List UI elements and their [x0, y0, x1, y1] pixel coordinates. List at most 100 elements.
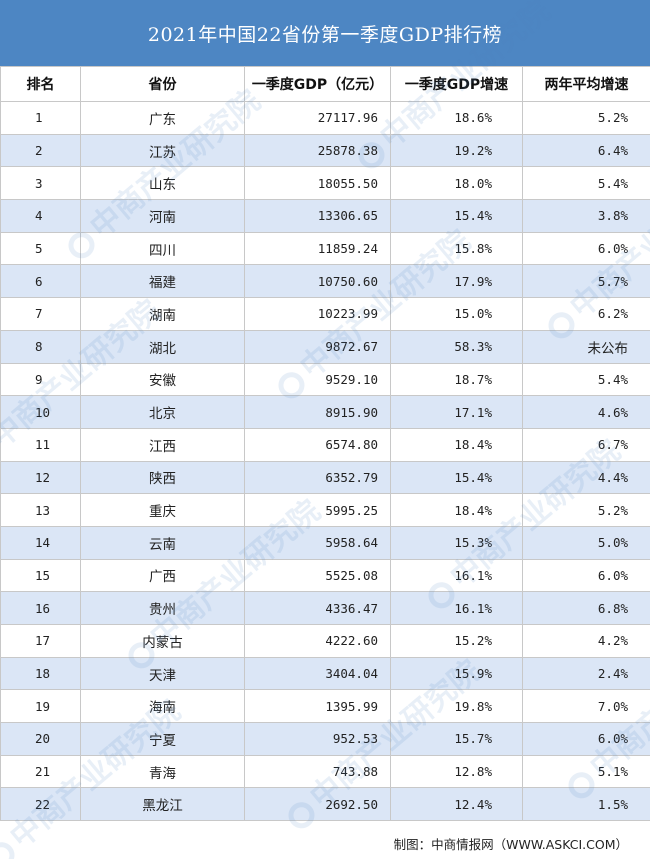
cell-rank: 9 [0, 362, 81, 397]
table-row: 13 重庆 5995.25 18.4% 5.2% [0, 493, 650, 527]
cell-two-year-avg: 2.4% [522, 656, 650, 691]
cell-rank: 4 [0, 199, 81, 233]
col-header-two-year-avg: 两年平均增速 [522, 66, 650, 102]
col-header-q1-gdp: 一季度GDP（亿元） [244, 66, 391, 102]
cell-province: 福建 [80, 264, 245, 299]
cell-rank: 19 [0, 689, 81, 724]
col-header-q1-growth: 一季度GDP增速 [390, 66, 523, 102]
cell-province: 江西 [80, 427, 245, 462]
table-row: 7 湖南 10223.99 15.0% 6.2% [0, 297, 650, 331]
cell-province: 青海 [80, 754, 245, 789]
cell-q1-growth: 15.3% [390, 525, 523, 560]
cell-q1-gdp: 5995.25 [244, 493, 391, 527]
cell-rank: 13 [0, 493, 81, 527]
cell-province: 广东 [80, 101, 245, 135]
cell-q1-growth: 15.2% [390, 624, 523, 658]
cell-two-year-avg: 4.4% [522, 460, 650, 495]
cell-q1-growth: 17.1% [390, 395, 523, 429]
source-credit: 制图：中商情报网（WWW.ASKCI.COM） [393, 836, 628, 852]
cell-province: 江苏 [80, 133, 245, 168]
cell-q1-gdp: 4222.60 [244, 624, 391, 658]
cell-q1-gdp: 9872.67 [244, 329, 391, 364]
cell-q1-growth: 15.7% [390, 722, 523, 756]
cell-two-year-avg: 6.0% [522, 558, 650, 593]
cell-q1-growth: 16.1% [390, 558, 523, 593]
cell-q1-gdp: 27117.96 [244, 101, 391, 135]
cell-two-year-avg: 5.7% [522, 264, 650, 299]
cell-q1-gdp: 10223.99 [244, 297, 391, 331]
cell-q1-gdp: 18055.50 [244, 166, 391, 201]
table-row: 4 河南 13306.65 15.4% 3.8% [0, 199, 650, 233]
cell-q1-gdp: 11859.24 [244, 231, 391, 266]
cell-q1-growth: 15.8% [390, 231, 523, 266]
cell-province: 河南 [80, 199, 245, 233]
cell-province: 重庆 [80, 493, 245, 527]
table-row: 22 黑龙江 2692.50 12.4% 1.5% [0, 787, 650, 822]
cell-province: 陕西 [80, 460, 245, 495]
table-title: 2021年中国22省份第一季度GDP排行榜 [0, 0, 650, 66]
cell-q1-gdp: 743.88 [244, 754, 391, 789]
cell-rank: 1 [0, 101, 81, 135]
cell-province: 广西 [80, 558, 245, 593]
cell-rank: 6 [0, 264, 81, 299]
cell-rank: 2 [0, 133, 81, 168]
cell-province: 内蒙古 [80, 624, 245, 658]
cell-q1-growth: 18.7% [390, 362, 523, 397]
table-row: 15 广西 5525.08 16.1% 6.0% [0, 558, 650, 593]
cell-q1-growth: 19.8% [390, 689, 523, 724]
cell-two-year-avg: 4.2% [522, 624, 650, 658]
cell-province: 云南 [80, 525, 245, 560]
cell-two-year-avg: 未公布 [522, 329, 650, 364]
cell-province: 山东 [80, 166, 245, 201]
cell-province: 北京 [80, 395, 245, 429]
table-body: 1 广东 27117.96 18.6% 5.2% 2 江苏 25878.38 19.2% 6.4%… [0, 101, 650, 822]
table-row: 10 北京 8915.90 17.1% 4.6% [0, 395, 650, 429]
table-row: 20 宁夏 952.53 15.7% 6.0% [0, 722, 650, 756]
cell-rank: 14 [0, 525, 81, 560]
table-row: 6 福建 10750.60 17.9% 5.7% [0, 264, 650, 299]
table-row: 5 四川 11859.24 15.8% 6.0% [0, 231, 650, 266]
cell-q1-growth: 17.9% [390, 264, 523, 299]
cell-two-year-avg: 5.2% [522, 101, 650, 135]
cell-province: 天津 [80, 656, 245, 691]
cell-province: 黑龙江 [80, 787, 245, 822]
cell-q1-growth: 12.4% [390, 787, 523, 822]
cell-q1-gdp: 6574.80 [244, 427, 391, 462]
cell-q1-growth: 18.4% [390, 427, 523, 462]
cell-rank: 11 [0, 427, 81, 462]
cell-two-year-avg: 4.6% [522, 395, 650, 429]
cell-rank: 20 [0, 722, 81, 756]
cell-two-year-avg: 6.2% [522, 297, 650, 331]
table-row: 9 安徽 9529.10 18.7% 5.4% [0, 362, 650, 397]
cell-q1-growth: 18.0% [390, 166, 523, 201]
cell-rank: 16 [0, 591, 81, 625]
cell-two-year-avg: 5.2% [522, 493, 650, 527]
table-row: 18 天津 3404.04 15.9% 2.4% [0, 656, 650, 691]
cell-province: 贵州 [80, 591, 245, 625]
table-row: 2 江苏 25878.38 19.2% 6.4% [0, 133, 650, 168]
cell-rank: 8 [0, 329, 81, 364]
cell-rank: 3 [0, 166, 81, 201]
table-row: 19 海南 1395.99 19.8% 7.0% [0, 689, 650, 724]
cell-q1-gdp: 25878.38 [244, 133, 391, 168]
cell-rank: 22 [0, 787, 81, 822]
cell-q1-growth: 15.9% [390, 656, 523, 691]
cell-two-year-avg: 7.0% [522, 689, 650, 724]
cell-rank: 5 [0, 231, 81, 266]
table-row: 8 湖北 9872.67 58.3% 未公布 [0, 329, 650, 364]
cell-province: 湖北 [80, 329, 245, 364]
cell-q1-gdp: 8915.90 [244, 395, 391, 429]
cell-rank: 10 [0, 395, 81, 429]
col-header-province: 省份 [80, 66, 245, 102]
cell-province: 湖南 [80, 297, 245, 331]
cell-q1-growth: 19.2% [390, 133, 523, 168]
cell-two-year-avg: 5.4% [522, 166, 650, 201]
cell-q1-gdp: 2692.50 [244, 787, 391, 822]
table-row: 14 云南 5958.64 15.3% 5.0% [0, 525, 650, 560]
table-row: 21 青海 743.88 12.8% 5.1% [0, 754, 650, 789]
col-header-rank: 排名 [0, 66, 81, 102]
cell-q1-growth: 15.4% [390, 199, 523, 233]
cell-q1-gdp: 9529.10 [244, 362, 391, 397]
cell-q1-growth: 18.4% [390, 493, 523, 527]
cell-q1-growth: 18.6% [390, 101, 523, 135]
